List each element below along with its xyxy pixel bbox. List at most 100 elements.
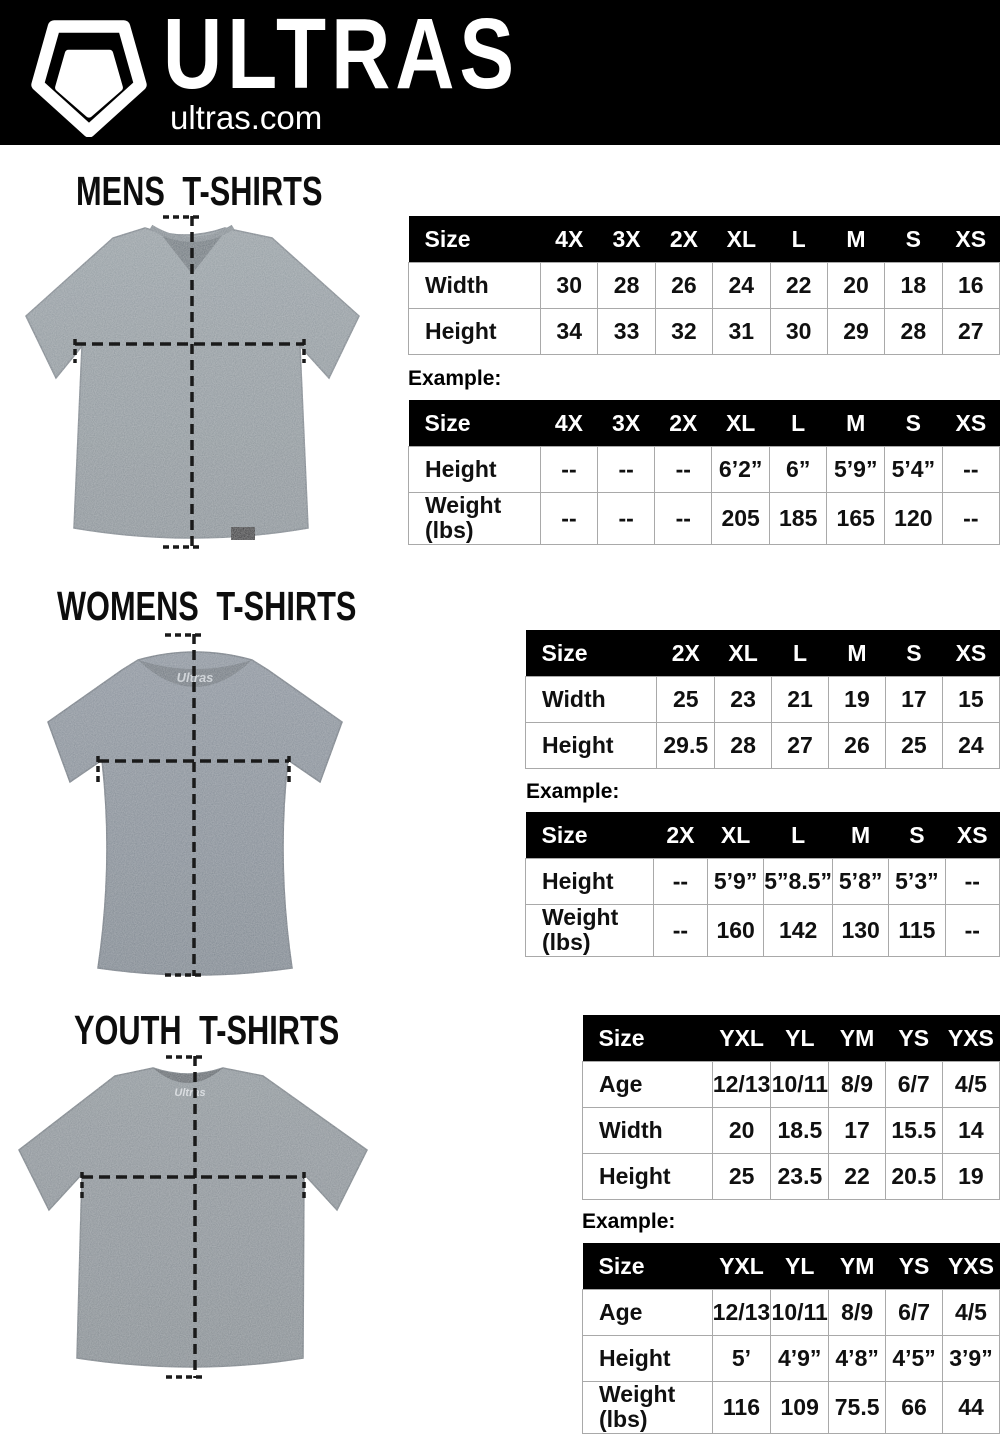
shield-core xyxy=(55,49,123,118)
column-header: 2X xyxy=(654,400,712,447)
column-header: YXL xyxy=(712,1015,771,1062)
row-label: Age xyxy=(582,1061,713,1108)
column-header: XL xyxy=(711,400,770,447)
table-cell: -- xyxy=(652,858,709,905)
column-header: YS xyxy=(885,1015,943,1062)
table-header-row: Size 4X 3X 2X XL L M S XS xyxy=(408,400,1000,447)
column-header: L xyxy=(771,630,829,677)
column-header: 4X xyxy=(540,400,598,447)
table-row: Width 20 18.5 17 15.5 14 xyxy=(582,1107,1000,1154)
table-cell: 44 xyxy=(941,1381,1000,1434)
table-cell: 6/7 xyxy=(884,1061,943,1108)
table-cell: 12/13 xyxy=(711,1289,772,1336)
row-label: Weight (lbs) xyxy=(582,1381,713,1434)
table-cell: 28 xyxy=(884,308,943,355)
site-url: ultras.com xyxy=(170,99,323,136)
table-cell: 29 xyxy=(826,308,886,355)
row-label: Height xyxy=(582,1153,713,1200)
table-cell: 5’4” xyxy=(884,446,943,493)
row-label: Height xyxy=(407,308,542,355)
mens-example-table: Size 4X 3X 2X XL L M S XS Height -- -- -- 6’2” 6” 5’9” 5… xyxy=(408,400,1000,545)
youth-size-table: Size YXL YL YM YS YXS Age 12/13 10/11 8/9 6/7 4/5 Wi… xyxy=(582,1015,1000,1200)
table-header-row: Size 4X 3X 2X XL L M S XS xyxy=(408,216,1000,263)
column-header: 2X xyxy=(653,812,708,859)
table-cell: -- xyxy=(597,446,656,493)
table-cell: 24 xyxy=(941,722,1000,769)
table-cell: 4’9” xyxy=(770,1335,830,1382)
table-cell: 17 xyxy=(828,1107,886,1154)
table-cell: 20 xyxy=(826,262,886,309)
table-cell: 25 xyxy=(884,722,943,769)
column-header: 3X xyxy=(597,216,656,263)
womens-tshirt-image: Ultras xyxy=(47,633,343,977)
table-cell: 31 xyxy=(712,308,771,355)
table-cell: 3’9” xyxy=(941,1335,1000,1382)
table-cell: 15 xyxy=(941,676,1000,723)
column-header: YL xyxy=(770,1015,829,1062)
table-cell: 18 xyxy=(884,262,943,309)
row-label: Height xyxy=(582,1335,713,1382)
column-header: YL xyxy=(770,1243,829,1290)
table-cell: 10/11 xyxy=(770,1061,830,1108)
row-label: Height xyxy=(408,446,541,493)
column-header: Size xyxy=(582,1243,713,1290)
row-label: Width xyxy=(407,262,542,309)
table-cell: 5’ xyxy=(711,1335,772,1382)
table-cell: 8/9 xyxy=(828,1289,887,1336)
column-header: XS xyxy=(942,216,1000,263)
row-label: Age xyxy=(582,1289,713,1336)
table-row: Age 12/13 10/11 8/9 6/7 4/5 xyxy=(582,1061,1000,1108)
column-header: S xyxy=(888,812,946,859)
mens-example-label: Example: xyxy=(408,367,502,390)
table-cell: 109 xyxy=(770,1381,830,1434)
row-label: Width xyxy=(582,1107,713,1154)
table-cell: 29.5 xyxy=(656,722,716,769)
table-cell: 15.5 xyxy=(884,1107,943,1154)
column-header: Size xyxy=(408,400,541,447)
table-cell: 5’8” xyxy=(832,858,890,905)
table-header-row: Size YXL YL YM YS YXS xyxy=(582,1243,1000,1290)
column-header: L xyxy=(769,400,827,447)
youth-example-label: Example: xyxy=(582,1210,676,1233)
mens-size-table: Size 4X 3X 2X XL L M S XS Width 30 28 26 24 22 20 18 16 He… xyxy=(407,216,1000,355)
table-cell: 66 xyxy=(885,1381,943,1434)
table-cell: 19 xyxy=(941,1153,1000,1200)
table-row: Height -- -- -- 6’2” 6” 5’9” 5’4” -- xyxy=(408,446,1000,493)
ultras-shield-logo-icon xyxy=(31,20,147,137)
row-label: Height xyxy=(524,722,658,769)
column-header: Size xyxy=(525,630,657,677)
youth-shirt-body: Ultras xyxy=(18,1067,368,1368)
column-header: L xyxy=(770,216,828,263)
youth-example-table: Size YXL YL YM YS YXS Age 12/13 10/11 8/9 6/7 4/5 He… xyxy=(582,1243,1000,1434)
table-cell: -- xyxy=(654,446,713,493)
column-header: XS xyxy=(942,400,1000,447)
table-cell: 16 xyxy=(941,262,1000,309)
table-cell: -- xyxy=(944,904,1000,957)
table-cell: 10/11 xyxy=(770,1289,830,1336)
column-header: L xyxy=(763,812,833,859)
column-header: M xyxy=(827,216,885,263)
table-cell: 5’3” xyxy=(888,858,946,905)
womens-measure-lines xyxy=(96,633,291,977)
table-cell: 6/7 xyxy=(885,1289,943,1336)
table-cell: 22 xyxy=(828,1153,886,1200)
youth-tshirt-image: Ultras xyxy=(18,1055,368,1379)
table-cell: -- xyxy=(941,446,1000,493)
site-header: ULTRAS ultras.com xyxy=(0,0,1000,145)
table-cell: 26 xyxy=(828,722,886,769)
column-header: M xyxy=(826,400,885,447)
section-title-womens: WOMENS T-SHIRTS xyxy=(57,583,357,629)
table-cell: -- xyxy=(654,492,713,545)
column-header: 2X xyxy=(655,216,713,263)
table-cell: 205 xyxy=(711,492,770,545)
table-cell: 25 xyxy=(656,676,716,723)
table-cell: 4’5” xyxy=(885,1335,943,1382)
row-label: Width xyxy=(524,676,658,723)
column-header: XS xyxy=(945,812,1000,859)
column-header: Size xyxy=(525,812,654,859)
table-cell: 24 xyxy=(712,262,771,309)
table-cell: 30 xyxy=(769,308,828,355)
column-header: M xyxy=(828,630,886,677)
column-header: S xyxy=(884,400,943,447)
table-cell: 28 xyxy=(597,262,656,309)
